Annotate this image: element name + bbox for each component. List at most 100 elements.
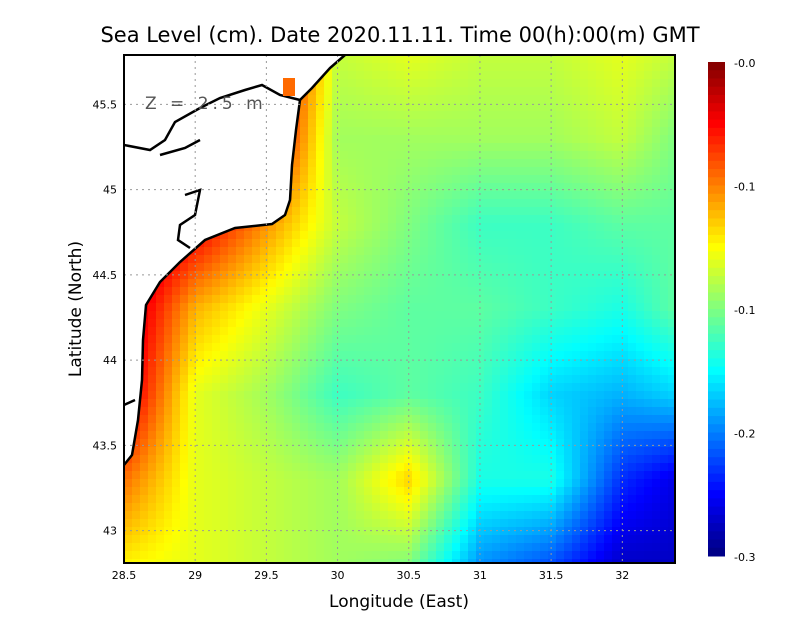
heatmap-cell [532, 271, 541, 280]
heatmap-cell [260, 375, 269, 384]
heatmap-cell [540, 127, 549, 136]
heatmap-cell [484, 167, 493, 176]
heatmap-cell [324, 431, 333, 440]
heatmap-cell [468, 343, 477, 352]
heatmap-cell [276, 351, 285, 360]
heatmap-cell [300, 359, 309, 368]
heatmap-cell [524, 119, 533, 128]
heatmap-cell [620, 167, 629, 176]
heatmap-cell [548, 535, 557, 544]
heatmap-cell [324, 207, 333, 216]
heatmap-cell [228, 551, 237, 560]
heatmap-cell [612, 151, 621, 160]
heatmap-cell [556, 55, 565, 64]
heatmap-cell [300, 335, 309, 344]
heatmap-cell [468, 159, 477, 168]
heatmap-cell [332, 271, 341, 280]
heatmap-cell [388, 79, 397, 88]
heatmap-cell [668, 319, 676, 328]
heatmap-cell [388, 327, 397, 336]
heatmap-cell [572, 135, 581, 144]
heatmap-cell [140, 471, 149, 480]
heatmap-cell [516, 471, 525, 480]
heatmap-cell [388, 231, 397, 240]
heatmap-cell [140, 431, 149, 440]
heatmap-cell [564, 319, 573, 328]
heatmap-cell [308, 215, 317, 224]
heatmap-cell [260, 447, 269, 456]
heatmap-cell [436, 95, 445, 104]
heatmap-cell [276, 375, 285, 384]
heatmap-cell [228, 255, 237, 264]
heatmap-cell [340, 279, 349, 288]
heatmap-cell [452, 175, 461, 184]
heatmap-cell [348, 431, 357, 440]
heatmap-cell [348, 143, 357, 152]
heatmap-cell [364, 103, 373, 112]
heatmap-cell [620, 535, 629, 544]
heatmap-cell [420, 311, 429, 320]
heatmap-cell [196, 519, 205, 528]
heatmap-cell [268, 519, 277, 528]
heatmap-cell [404, 223, 413, 232]
heatmap-cell [324, 383, 333, 392]
heatmap-cell [460, 175, 469, 184]
heatmap-cell [156, 295, 165, 304]
heatmap-cell [492, 431, 501, 440]
heatmap-cell [412, 279, 421, 288]
heatmap-cell [204, 479, 213, 488]
heatmap-cell [348, 87, 357, 96]
heatmap-cell [172, 415, 181, 424]
heatmap-cell [348, 423, 357, 432]
heatmap-cell [572, 447, 581, 456]
heatmap-cell [596, 247, 605, 256]
heatmap-cell [508, 231, 517, 240]
heatmap-cell [276, 255, 285, 264]
heatmap-cell [220, 455, 229, 464]
heatmap-cell [644, 543, 653, 552]
heatmap-cell [500, 159, 509, 168]
heatmap-cell [332, 119, 341, 128]
heatmap-cell [572, 543, 581, 552]
heatmap-cell [276, 495, 285, 504]
heatmap-cell [556, 95, 565, 104]
heatmap-cell [420, 207, 429, 216]
colorbar-segment [708, 317, 725, 326]
heatmap-cell [228, 535, 237, 544]
heatmap-cell [340, 119, 349, 128]
heatmap-cell [500, 359, 509, 368]
heatmap-cell [188, 351, 197, 360]
heatmap-cell [388, 503, 397, 512]
heatmap-cell [148, 295, 157, 304]
heatmap-cell [548, 79, 557, 88]
heatmap-cell [220, 399, 229, 408]
heatmap-cell [332, 63, 341, 72]
heatmap-cell [236, 383, 245, 392]
heatmap-cell [236, 511, 245, 520]
heatmap-cell [580, 191, 589, 200]
heatmap-cell [652, 111, 661, 120]
heatmap-cell [668, 327, 676, 336]
heatmap-cell [468, 487, 477, 496]
heatmap-cell [332, 223, 341, 232]
heatmap-cell [356, 543, 365, 552]
heatmap-cell [652, 535, 661, 544]
heatmap-cell [532, 159, 541, 168]
heatmap-cell [532, 463, 541, 472]
heatmap-cell [404, 335, 413, 344]
heatmap-cell [492, 463, 501, 472]
heatmap-cell [628, 351, 637, 360]
heatmap-cell [380, 423, 389, 432]
heatmap-cell [372, 351, 381, 360]
heatmap-cell [156, 535, 165, 544]
heatmap-cell [556, 471, 565, 480]
heatmap-cell [284, 311, 293, 320]
heatmap-cell [548, 455, 557, 464]
heatmap-cell [508, 543, 517, 552]
heatmap-cell [436, 263, 445, 272]
heatmap-cell [436, 143, 445, 152]
heatmap-cell [172, 511, 181, 520]
heatmap-cell [580, 367, 589, 376]
heatmap-cell [604, 55, 613, 64]
heatmap-cell [308, 431, 317, 440]
